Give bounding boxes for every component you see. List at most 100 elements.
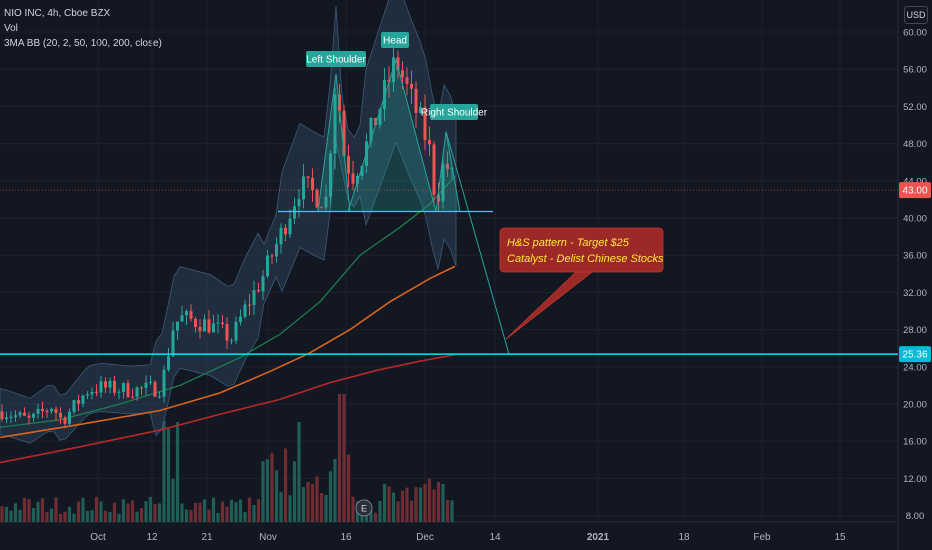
moving-average-line [0, 175, 456, 428]
symbol-title[interactable]: NIO INC, 4h, Cboe BZX [4, 8, 111, 19]
callout-line-1: H&S pattern - Target $25 [507, 237, 630, 249]
volume-bar [369, 510, 373, 522]
candle-body [221, 322, 224, 325]
candle-body [45, 411, 49, 413]
time-tick-label: 12 [146, 532, 158, 543]
candle-body [342, 110, 346, 156]
volume-bar [189, 509, 193, 522]
candle-body [401, 70, 404, 78]
volume-bar [256, 499, 261, 522]
candle-body [9, 417, 13, 419]
volume-bar [450, 500, 454, 522]
currency-label[interactable]: USD [904, 6, 928, 24]
earnings-marker[interactable] [355, 499, 373, 517]
volume-indicator-label[interactable]: Vol [4, 23, 18, 34]
candle-body [261, 276, 265, 292]
volume-bar [135, 511, 139, 522]
volume-bar [171, 479, 175, 522]
candle-body [5, 417, 8, 420]
candle-body [396, 57, 400, 71]
volume-bar [153, 504, 157, 522]
ma-bb-indicator-label[interactable]: 3MA BB (20, 2, 50, 100, 200, close) [4, 38, 162, 49]
volume-bar [319, 492, 324, 522]
candle-body [446, 163, 449, 170]
volume-bar [220, 501, 225, 522]
candle-body [378, 109, 382, 126]
volume-bar [130, 500, 135, 522]
left-shoulder-label: Left Shoulder [306, 55, 366, 66]
candle-body [198, 326, 202, 332]
volume-bar [346, 454, 351, 522]
price-tick-label: 36.00 [903, 251, 927, 262]
candle-body [68, 411, 71, 424]
candle-body [225, 324, 229, 341]
right-shoulder-label-bg[interactable] [430, 104, 478, 120]
candle-body [77, 400, 80, 404]
candle-body [149, 382, 152, 384]
candle-body [117, 391, 121, 393]
projection-line [445, 131, 510, 355]
candle-body [257, 290, 260, 292]
volume-bar [409, 500, 414, 522]
candle-body [369, 118, 373, 142]
candle-body [18, 412, 22, 416]
volume-bar [211, 497, 216, 522]
candle-body [302, 176, 305, 200]
candle-body [81, 395, 85, 404]
volume-bar [423, 483, 427, 522]
price-tick-label: 44.00 [903, 176, 927, 187]
price-tick-label: 8.00 [906, 511, 925, 522]
volume-bar [58, 513, 63, 522]
candle-body [153, 382, 157, 397]
candle-body [311, 177, 314, 191]
price-tick-label: 24.00 [903, 362, 927, 373]
callout-box[interactable] [499, 227, 664, 273]
candle-body [194, 318, 197, 327]
candle-body [360, 166, 364, 176]
volume-bar [13, 503, 18, 522]
candle-body [104, 381, 107, 388]
price-tick-label: 56.00 [903, 65, 927, 76]
volume-bar [238, 499, 243, 522]
volume-bar [405, 487, 409, 522]
time-tick-label: Dec [416, 532, 434, 543]
candle-body [23, 412, 26, 416]
candle-body [243, 304, 247, 317]
candle-body [32, 413, 35, 418]
moving-average-line [0, 265, 456, 439]
candle-body [0, 411, 4, 420]
candle-body [59, 412, 62, 418]
candle-body [158, 396, 161, 398]
candle-body [162, 369, 166, 397]
volume-bar [297, 422, 301, 522]
volume-bar [306, 482, 310, 522]
volume-bars [0, 394, 454, 522]
price-tick-label: 52.00 [903, 102, 927, 113]
earnings-marker-letter: E [361, 504, 367, 514]
volume-bar [81, 497, 85, 522]
candle-body [410, 83, 413, 89]
target-price-badge-bg [899, 346, 931, 363]
volume-bar [175, 422, 180, 522]
volume-bar [121, 499, 126, 522]
volume-bar [67, 506, 72, 522]
candle-body [41, 408, 44, 412]
price-tick-label: 28.00 [903, 325, 927, 336]
candle-body [207, 319, 211, 333]
price-tick-label: 12.00 [903, 474, 927, 485]
volume-bar [310, 483, 315, 522]
volume-bar [301, 487, 306, 522]
volume-bar [99, 501, 103, 522]
head-label-bg[interactable] [381, 32, 409, 48]
candle-body [315, 190, 319, 208]
grid [0, 0, 898, 522]
volume-bar [288, 495, 292, 522]
candle-body [428, 140, 431, 145]
left-shoulder-label-bg[interactable] [306, 51, 366, 67]
candle-body [383, 80, 386, 110]
volume-bar [22, 497, 27, 522]
candle-body [320, 207, 323, 209]
candle-body [324, 196, 328, 208]
volume-bar [0, 506, 4, 522]
